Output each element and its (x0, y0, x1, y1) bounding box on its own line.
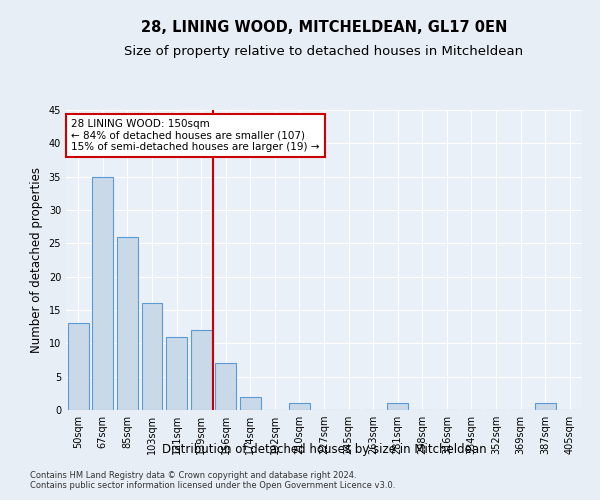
Text: Size of property relative to detached houses in Mitcheldean: Size of property relative to detached ho… (124, 45, 524, 58)
Bar (92, 176, 113, 410)
Text: Contains public sector information licensed under the Open Government Licence v3: Contains public sector information licen… (30, 480, 395, 490)
Bar (166, 336, 187, 410)
Text: Contains HM Land Registry data © Crown copyright and database right 2024.: Contains HM Land Registry data © Crown c… (30, 470, 356, 480)
Bar (191, 330, 212, 410)
Bar (68, 324, 89, 410)
Text: 28 LINING WOOD: 150sqm
← 84% of detached houses are smaller (107)
15% of semi-de: 28 LINING WOOD: 150sqm ← 84% of detached… (71, 119, 320, 152)
Text: 28, LINING WOOD, MITCHELDEAN, GL17 0EN: 28, LINING WOOD, MITCHELDEAN, GL17 0EN (141, 20, 507, 35)
Bar (387, 404, 408, 410)
Bar (215, 364, 236, 410)
Bar (240, 396, 261, 410)
Y-axis label: Number of detached properties: Number of detached properties (30, 167, 43, 353)
Bar (142, 304, 163, 410)
Text: Distribution of detached houses by size in Mitcheldean: Distribution of detached houses by size … (161, 444, 487, 456)
Bar (117, 236, 138, 410)
Bar (535, 404, 556, 410)
Bar (289, 404, 310, 410)
